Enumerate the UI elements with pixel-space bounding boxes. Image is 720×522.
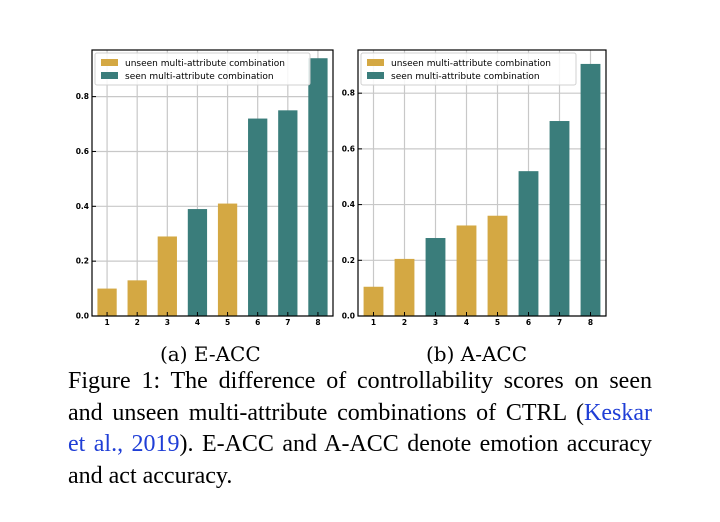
y-tick-label: 0.4 (342, 200, 355, 209)
axes-frame (91, 49, 334, 317)
bar (549, 121, 570, 316)
bar (97, 288, 117, 316)
legend-swatch (101, 72, 118, 79)
legend-box (94, 52, 311, 86)
y-tick-label: 0.8 (76, 92, 89, 101)
y-tick-label: 0.0 (342, 312, 355, 321)
bar (580, 63, 601, 317)
x-tick-label: 6 (255, 318, 260, 327)
bar (308, 58, 328, 316)
x-tick-label: 8 (588, 318, 593, 327)
legend-swatch (367, 59, 384, 66)
x-tick-label: 8 (315, 318, 320, 327)
caption-text-end: ). E-ACC and A-ACC denote emotion accura… (68, 431, 653, 489)
x-tick-label: 7 (285, 318, 290, 327)
bar (217, 203, 238, 316)
y-tick-label: 0.2 (342, 256, 355, 265)
legend-swatch (101, 59, 118, 66)
bar (487, 215, 508, 316)
x-tick-label: 4 (195, 318, 200, 327)
bar (278, 110, 298, 316)
y-tick-label: 0.6 (76, 147, 89, 156)
bar (425, 238, 446, 316)
chart-e-acc: 0.0 0.2 0.4 0.6 0.8 1 2 3 4 5 6 7 8 unseen multi-attr… (76, 49, 334, 327)
bar (518, 171, 539, 316)
legend-box (360, 52, 577, 86)
axes-frame (357, 49, 607, 317)
bar (363, 286, 384, 316)
y-tick-label: 0.0 (76, 312, 89, 321)
x-tick-label: 2 (135, 318, 140, 327)
y-tick-label: 0.6 (342, 144, 355, 153)
figure-caption: Figure 1: The difference of controllabil… (68, 366, 652, 492)
subcaption-e-acc: (a) E-ACC (160, 342, 261, 366)
subcaption-a-acc: (b) A-ACC (426, 342, 528, 366)
caption-text-start: Figure 1: The difference of controllabil… (68, 368, 652, 426)
citation-link[interactable]: Keskar et al., 2019 (68, 399, 652, 458)
y-tick-label: 0.4 (76, 202, 89, 211)
bar (248, 118, 268, 316)
chart-a-acc: 0.0 0.2 0.4 0.6 0.8 1 2 3 4 5 6 7 8 unseen multi-attr… (342, 49, 607, 327)
bar (187, 209, 208, 316)
legend-label: unseen multi-attribute combination (125, 59, 285, 69)
bar (127, 280, 147, 316)
y-tick-label: 0.8 (342, 89, 355, 98)
y-tick-label: 0.2 (76, 257, 89, 266)
bar (157, 236, 177, 316)
x-tick-label: 1 (371, 318, 376, 327)
x-tick-label: 5 (225, 318, 230, 327)
x-tick-label: 5 (495, 318, 500, 327)
legend-label: seen multi-attribute combination (125, 72, 274, 82)
bar (456, 225, 477, 316)
x-tick-label: 7 (557, 318, 562, 327)
x-tick-label: 3 (433, 318, 438, 327)
bar (394, 258, 415, 316)
x-tick-label: 1 (104, 318, 109, 327)
x-tick-label: 4 (464, 318, 469, 327)
x-tick-label: 2 (402, 318, 407, 327)
legend-swatch (367, 72, 384, 79)
legend-label: seen multi-attribute combination (391, 72, 540, 82)
figure-charts: 0.0 0.2 0.4 0.6 0.8 1 2 3 4 5 6 7 8 unseen multi-attr… (76, 49, 607, 327)
x-tick-label: 6 (526, 318, 531, 327)
legend-label: unseen multi-attribute combination (391, 59, 551, 69)
x-tick-label: 3 (165, 318, 170, 327)
